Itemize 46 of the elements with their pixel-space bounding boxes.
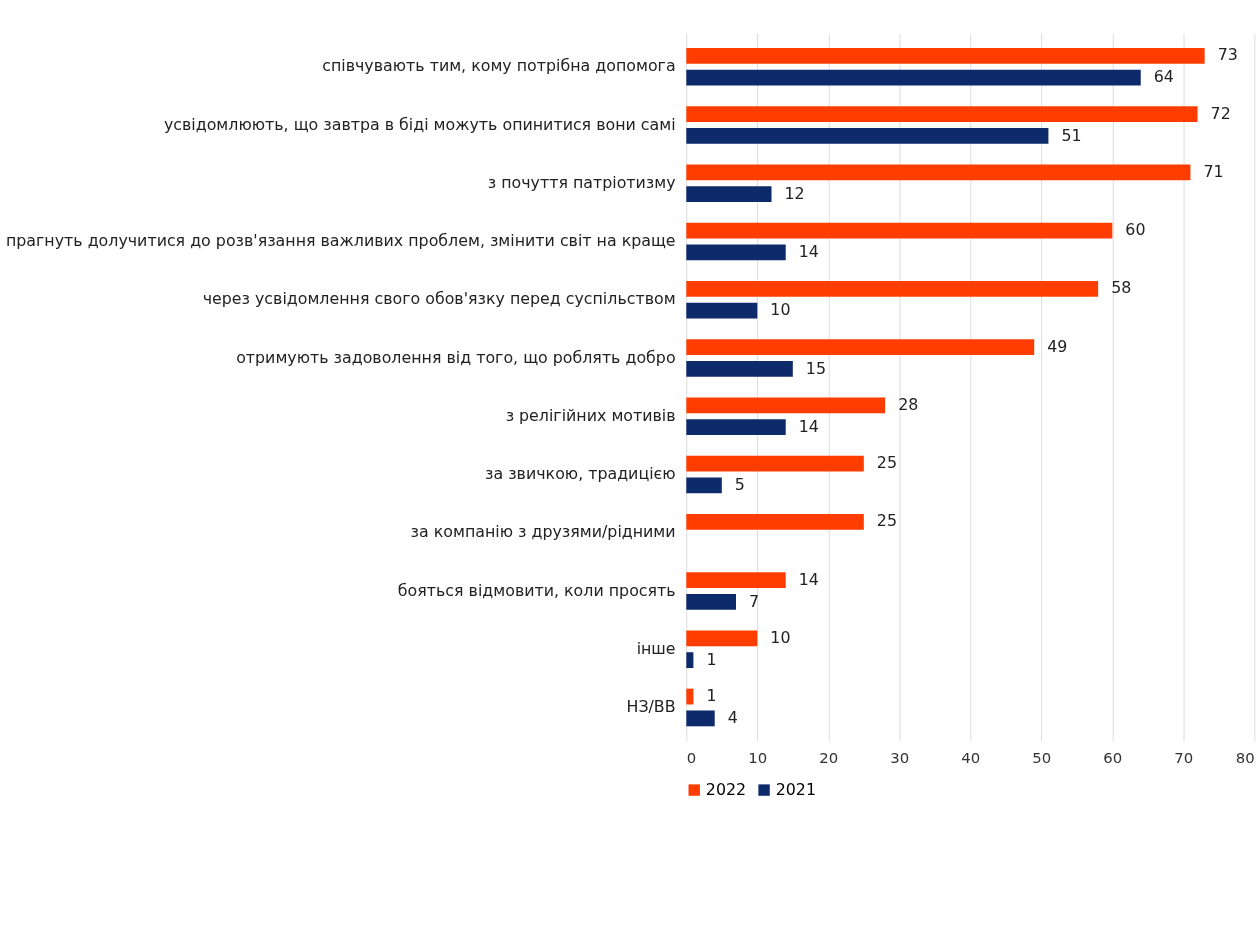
- legend-label: 2022: [705, 779, 747, 799]
- data-label: 1: [706, 649, 717, 669]
- data-label: 73: [1217, 45, 1238, 65]
- y-tick-label: бояться відмовити, коли просять: [397, 580, 676, 600]
- data-label: 12: [784, 183, 805, 203]
- data-label: 49: [1047, 336, 1068, 356]
- data-label: 1: [706, 686, 717, 706]
- y-tick-label: НЗ/ВВ: [626, 697, 676, 717]
- y-tick-label: з почуття патріотизму: [487, 172, 676, 192]
- y-tick-label: за звичкою, традицією: [485, 464, 676, 484]
- data-label: 28: [898, 394, 919, 414]
- data-label: 58: [1111, 278, 1132, 298]
- y-tick-label: співчувають тим, кому потрібна допомога: [322, 56, 676, 76]
- y-tick-label: отримують задоволення від того, що роблять добро: [236, 347, 676, 367]
- x-tick-label: 10: [748, 748, 768, 767]
- data-label: 14: [798, 416, 819, 436]
- y-tick-label: усвідомлюють, що завтра в біді можуть опинитися вони самі: [163, 114, 676, 134]
- x-tick-label: 60: [1103, 748, 1123, 767]
- data-label: 71: [1203, 161, 1224, 181]
- data-label: 25: [876, 453, 898, 473]
- data-label: 51: [1061, 125, 1082, 145]
- x-tick-label: 20: [819, 748, 839, 767]
- data-label: 7: [749, 591, 760, 611]
- y-tick-label: прагнуть долучитися до розв'язання важливих проблем, змінити світ на краще: [5, 231, 676, 251]
- legend-label: 2021: [775, 779, 816, 799]
- y-tick-label: інше: [636, 638, 676, 658]
- x-tick-label: 30: [890, 748, 910, 767]
- data-label: 10: [770, 627, 791, 647]
- data-label: 72: [1210, 103, 1231, 123]
- data-label: 14: [798, 242, 819, 262]
- x-tick-label: 0: [686, 748, 697, 767]
- data-label: 64: [1153, 67, 1174, 87]
- data-label: 10: [770, 300, 791, 320]
- data-label: 14: [798, 569, 819, 589]
- y-tick-label: через усвідомлення свого обов'язку перед суспільством: [202, 289, 676, 309]
- x-tick-label: 50: [1032, 748, 1052, 767]
- data-label: 4: [727, 708, 738, 728]
- data-label: 5: [734, 475, 745, 495]
- x-tick-label: 40: [961, 748, 981, 767]
- y-tick-label: з релігійних мотивів: [505, 405, 676, 425]
- data-label: 60: [1125, 220, 1146, 240]
- x-tick-label: 80: [1235, 748, 1255, 767]
- y-tick-label: за компанію з друзями/рідними: [410, 522, 676, 542]
- x-tick-label: 70: [1174, 748, 1194, 767]
- data-label: 15: [805, 358, 826, 378]
- data-label: 25: [876, 511, 898, 531]
